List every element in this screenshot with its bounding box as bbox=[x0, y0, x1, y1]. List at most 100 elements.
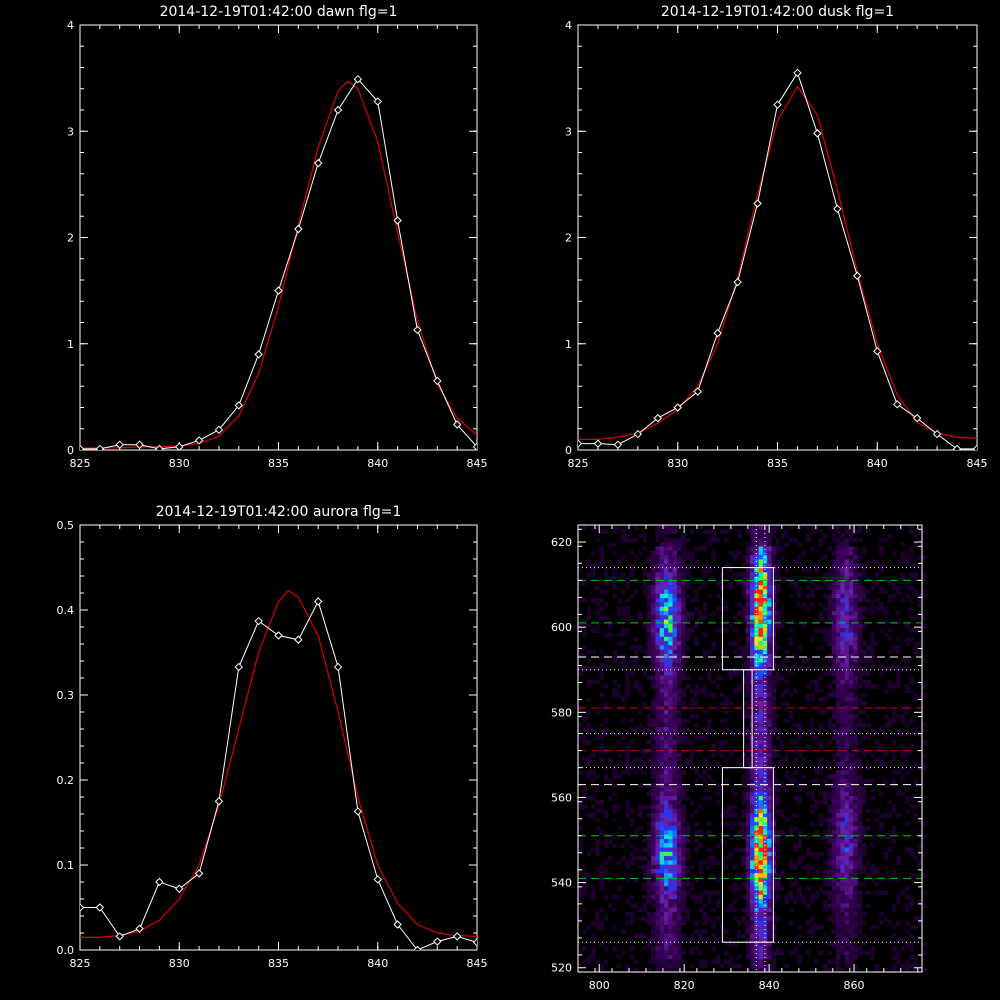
heat-cell bbox=[823, 881, 828, 887]
heat-cell bbox=[741, 778, 746, 784]
heat-cell bbox=[629, 860, 635, 865]
heat-cell bbox=[715, 580, 721, 586]
heat-cell bbox=[642, 649, 648, 655]
heat-cell bbox=[608, 623, 613, 629]
heat-cell bbox=[844, 959, 850, 964]
heat-cell bbox=[844, 907, 850, 913]
heat-cell bbox=[745, 869, 751, 874]
heat-cell bbox=[629, 550, 635, 556]
heat-cell bbox=[681, 692, 686, 698]
heat-cell bbox=[836, 907, 841, 913]
heat-cell bbox=[672, 886, 678, 891]
heat-cell bbox=[758, 593, 764, 599]
heat-cell bbox=[750, 774, 755, 779]
heat-cell bbox=[659, 533, 665, 539]
heat-cell bbox=[810, 967, 815, 973]
heat-cell bbox=[767, 877, 772, 883]
heat-cell bbox=[775, 752, 781, 758]
heat-cell bbox=[685, 795, 691, 801]
heat-cell bbox=[719, 744, 725, 749]
heat-cell bbox=[848, 929, 854, 934]
heat-cell bbox=[848, 662, 854, 668]
heat-cell bbox=[853, 791, 858, 797]
heat-cell bbox=[728, 580, 734, 586]
heat-cell bbox=[767, 955, 772, 960]
heat-cell bbox=[741, 580, 746, 586]
heat-cell bbox=[844, 942, 850, 947]
data-point bbox=[633, 429, 643, 439]
heat-cell bbox=[879, 744, 884, 749]
heat-cell bbox=[681, 701, 686, 706]
heat-cell bbox=[848, 881, 854, 887]
heat-cell bbox=[676, 912, 682, 917]
heat-cell bbox=[844, 688, 850, 693]
data-point bbox=[333, 105, 343, 115]
heat-cell bbox=[758, 838, 764, 844]
heat-cell bbox=[853, 593, 858, 599]
heat-cell bbox=[612, 791, 617, 797]
heat-cell bbox=[861, 783, 867, 788]
heat-cell bbox=[676, 606, 682, 612]
heat-cell bbox=[836, 602, 841, 607]
heat-cell bbox=[831, 658, 837, 663]
heat-cell bbox=[762, 937, 768, 943]
heat-cell bbox=[702, 709, 708, 715]
heat-cell bbox=[732, 666, 738, 672]
heat-cell bbox=[685, 615, 691, 620]
heat-cell bbox=[698, 894, 703, 900]
heat-cell bbox=[659, 718, 665, 724]
heat-cell bbox=[836, 886, 841, 891]
heat-cell bbox=[758, 550, 764, 556]
heat-cell bbox=[672, 864, 678, 870]
heat-cell bbox=[659, 929, 665, 934]
heat-cell bbox=[848, 903, 854, 908]
heat-cell bbox=[676, 585, 682, 590]
heat-cell bbox=[810, 924, 815, 930]
heat-cell bbox=[767, 838, 772, 844]
heat-cell bbox=[831, 851, 837, 857]
heat-cell bbox=[805, 731, 811, 736]
heat-cell bbox=[767, 684, 772, 689]
heat-cell bbox=[646, 649, 652, 655]
heat-cell bbox=[827, 916, 832, 921]
heat-cell bbox=[668, 602, 673, 607]
heat-cell bbox=[642, 946, 648, 951]
heat-cell bbox=[853, 555, 858, 560]
heat-cell bbox=[672, 778, 678, 784]
heat-cell bbox=[651, 761, 656, 767]
heat-cell bbox=[836, 929, 841, 934]
heat-cell bbox=[685, 847, 691, 853]
heat-cell bbox=[672, 847, 678, 853]
heat-cell bbox=[848, 654, 854, 659]
heat-cell bbox=[870, 864, 875, 870]
heat-cell bbox=[823, 963, 828, 969]
heat-cell bbox=[595, 602, 600, 607]
heat-cell bbox=[823, 628, 828, 633]
heat-cell bbox=[676, 537, 682, 543]
heat-cell bbox=[771, 761, 777, 767]
heat-cell bbox=[870, 924, 875, 930]
heat-cell bbox=[707, 774, 712, 779]
heat-cell bbox=[767, 903, 772, 908]
heat-cell bbox=[793, 688, 798, 693]
heat-cell bbox=[767, 615, 772, 620]
heat-cell bbox=[818, 688, 824, 693]
heat-cell bbox=[844, 727, 850, 732]
heat-cell bbox=[668, 559, 673, 564]
heat-cell bbox=[780, 886, 785, 891]
heat-cell bbox=[836, 555, 841, 560]
heat-cell bbox=[909, 744, 914, 749]
y-tick-label: 1 bbox=[67, 338, 74, 351]
heat-cell bbox=[788, 778, 794, 784]
heat-cell bbox=[595, 817, 600, 822]
heat-cell bbox=[651, 890, 656, 896]
heat-cell bbox=[754, 632, 759, 638]
heat-cell bbox=[642, 580, 648, 586]
heat-cell bbox=[754, 585, 759, 590]
heat-cell bbox=[745, 873, 751, 878]
heat-cell bbox=[672, 611, 678, 616]
heat-cell bbox=[750, 808, 755, 814]
heat-cell bbox=[633, 654, 639, 659]
heat-cell bbox=[655, 568, 660, 573]
heat-cell bbox=[724, 950, 729, 956]
